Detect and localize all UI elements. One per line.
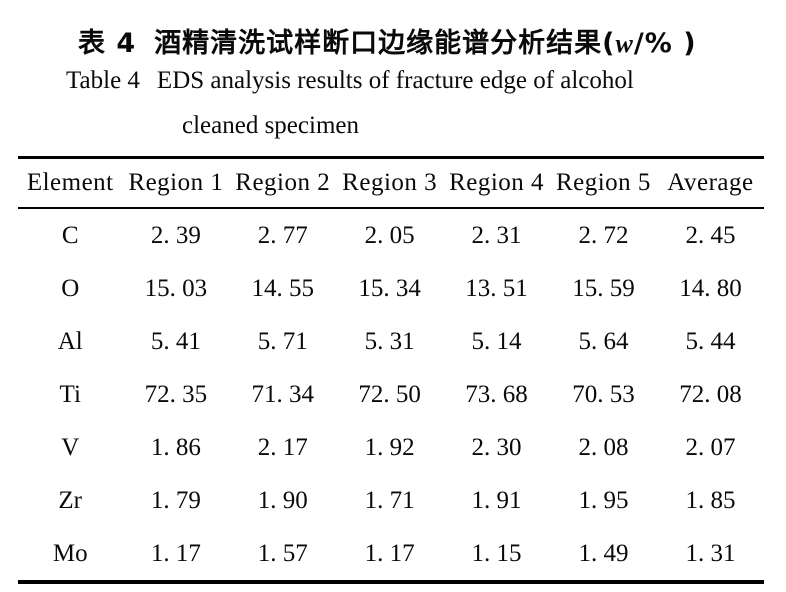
cell-value: 5. 44 xyxy=(685,327,736,355)
header-element: Element xyxy=(18,157,123,209)
table-title-english-line1: Table 4 EDS analysis results of fracture … xyxy=(66,67,634,95)
cell-value: 15. 59 xyxy=(572,274,635,302)
header-region-3: Region 3 xyxy=(336,157,444,209)
table-title-english-line2: cleaned specimen xyxy=(182,112,359,139)
cell-value: 2. 30 xyxy=(471,433,522,461)
cell-value: 1. 91 xyxy=(471,486,522,514)
cell-value: 1. 71 xyxy=(364,486,415,514)
cell-value: 15. 34 xyxy=(358,274,421,302)
cell-element: Ti xyxy=(59,380,81,408)
table-row-c: C 2. 39 2. 77 2. 05 2. 31 2. 72 2. 45 xyxy=(18,208,764,262)
table-row-zr: Zr 1. 79 1. 90 1. 71 1. 91 1. 95 1. 85 xyxy=(18,474,764,527)
cell-value: 73. 68 xyxy=(465,380,528,408)
cell-value: 2. 07 xyxy=(685,433,736,461)
cell-value: 1. 90 xyxy=(257,486,308,514)
header-region-4: Region 4 xyxy=(443,157,550,209)
table-title-chinese: 表 4 酒精清洗试样断口边缘能谱分析结果(w/% ) xyxy=(78,21,697,60)
cell-value: 13. 51 xyxy=(465,274,528,302)
cell-value: 15. 03 xyxy=(144,274,208,302)
table-row-o: O 15. 03 14. 55 15. 34 13. 51 15. 59 14.… xyxy=(18,262,764,315)
cell-value: 1. 17 xyxy=(364,539,415,567)
cell-value: 5. 64 xyxy=(578,327,629,355)
cell-value: 5. 41 xyxy=(150,327,201,355)
cell-value: 2. 31 xyxy=(471,221,522,249)
cell-value: 1. 49 xyxy=(578,539,629,567)
table-number-english: Table 4 xyxy=(66,67,140,94)
cell-value: 2. 77 xyxy=(257,221,308,249)
cell-element: C xyxy=(61,221,79,249)
cell-value: 2. 17 xyxy=(257,433,308,461)
cell-value: 71. 34 xyxy=(251,380,315,408)
cell-value: 2. 05 xyxy=(364,221,415,249)
header-region-2: Region 2 xyxy=(229,157,337,209)
cell-value: 2. 45 xyxy=(685,221,736,249)
table-row-v: V 1. 86 2. 17 1. 92 2. 30 2. 08 2. 07 xyxy=(18,421,764,474)
header-row: Element Region 1 Region 2 Region 3 Regio… xyxy=(18,157,764,209)
table-row-ti: Ti 72. 35 71. 34 72. 50 73. 68 70. 53 72… xyxy=(18,368,764,421)
header-region-5: Region 5 xyxy=(550,157,657,209)
cell-element: Mo xyxy=(52,539,88,567)
cell-value: 14. 80 xyxy=(679,274,742,302)
header-region-1: Region 1 xyxy=(122,157,230,209)
cell-value: 1. 86 xyxy=(150,433,201,461)
cell-value: 5. 71 xyxy=(257,327,308,355)
cell-value: 1. 79 xyxy=(150,486,201,514)
mass-fraction-variable: w xyxy=(615,29,634,58)
cell-value: 2. 39 xyxy=(150,221,201,249)
cell-value: 72. 08 xyxy=(679,380,742,408)
table-title-chinese-suffix: /% ) xyxy=(633,28,697,59)
table-title-chinese-text: 酒精清洗试样断口边缘能谱分析结果( xyxy=(154,28,616,59)
header-average: Average xyxy=(656,157,764,209)
cell-value: 2. 72 xyxy=(578,221,629,249)
cell-element: V xyxy=(61,433,80,461)
cell-value: 1. 31 xyxy=(685,539,736,567)
cell-value: 5. 14 xyxy=(471,327,522,355)
cell-value: 70. 53 xyxy=(572,380,635,408)
table-row-mo: Mo 1. 17 1. 57 1. 17 1. 15 1. 49 1. 31 xyxy=(18,527,764,582)
cell-value: 1. 17 xyxy=(150,539,201,567)
cell-value: 14. 55 xyxy=(251,274,315,302)
cell-value: 1. 92 xyxy=(364,433,415,461)
table-row-al: Al 5. 41 5. 71 5. 31 5. 14 5. 64 5. 44 xyxy=(18,315,764,368)
cell-value: 1. 95 xyxy=(578,486,629,514)
cell-value: 72. 50 xyxy=(358,380,421,408)
table-number-chinese: 表 4 xyxy=(78,28,137,59)
cell-element: Al xyxy=(57,327,83,355)
cell-element: Zr xyxy=(58,486,83,514)
cell-element: O xyxy=(61,274,80,302)
cell-value: 2. 08 xyxy=(578,433,629,461)
cell-value: 5. 31 xyxy=(364,327,415,355)
cell-value: 1. 15 xyxy=(471,539,522,567)
cell-value: 1. 57 xyxy=(257,539,308,567)
cell-value: 1. 85 xyxy=(685,486,736,514)
table-title-english-text: EDS analysis results of fracture edge of… xyxy=(156,67,634,94)
eds-results-table: Element Region 1 Region 2 Region 3 Regio… xyxy=(18,156,764,584)
cell-value: 72. 35 xyxy=(144,380,208,408)
